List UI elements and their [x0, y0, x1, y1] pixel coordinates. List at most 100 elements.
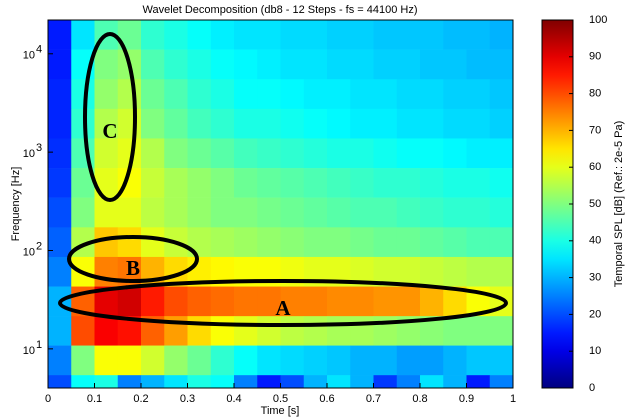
heat-cell — [117, 197, 142, 228]
heat-cell — [350, 20, 374, 50]
heat-cell — [187, 286, 212, 317]
heat-cell — [280, 138, 305, 169]
heat-cell — [141, 20, 165, 50]
colorbar-tick-label: 90 — [589, 51, 601, 63]
heat-cell — [257, 20, 281, 50]
colorbar — [541, 19, 574, 389]
heat-cell — [280, 286, 305, 317]
heat-cell — [257, 316, 281, 346]
heat-cell — [280, 345, 305, 376]
heat-cell — [350, 286, 374, 317]
heat-cell — [280, 79, 305, 110]
heat-cell — [466, 227, 491, 258]
heat-cell — [117, 345, 142, 376]
heat-cell — [420, 197, 444, 228]
heat-cell — [327, 316, 351, 346]
heat-cell — [303, 197, 328, 228]
heat-cell — [280, 20, 305, 50]
heat-cell — [443, 345, 467, 376]
heat-cell — [141, 286, 165, 317]
heat-cell — [327, 168, 351, 198]
heat-cell — [210, 375, 235, 389]
heat-cell — [420, 138, 444, 169]
heat-cell — [234, 286, 258, 317]
heat-cell — [164, 108, 188, 139]
heat-cell — [141, 108, 165, 139]
heat-cell — [94, 197, 119, 228]
heat-cell — [303, 79, 328, 110]
y-tick-label: 10 — [23, 148, 35, 160]
heat-cell — [117, 20, 142, 50]
heat-cell — [71, 20, 95, 50]
heat-cell — [257, 286, 281, 317]
heat-cell — [48, 20, 72, 50]
heat-cell — [141, 227, 165, 258]
heat-cell — [303, 345, 328, 376]
heat-cell — [94, 375, 119, 389]
heat-cell — [48, 49, 72, 80]
heat-cell — [164, 375, 188, 389]
heat-cell — [327, 138, 351, 169]
heat-cell — [234, 345, 258, 376]
heat-cell — [234, 227, 258, 258]
heat-cell — [373, 197, 398, 228]
heat-cell — [396, 375, 421, 389]
heat-cell — [373, 49, 398, 80]
heat-cell — [117, 375, 142, 389]
annotation-ellipse — [83, 32, 137, 202]
heat-cell — [327, 345, 351, 376]
heat-cell — [94, 49, 119, 80]
heat-cell — [466, 108, 491, 139]
heat-cell — [489, 79, 514, 110]
heat-cell — [489, 227, 514, 258]
heat-cell — [164, 79, 188, 110]
heat-cell — [94, 345, 119, 376]
heat-cell — [234, 108, 258, 139]
heat-cell — [187, 168, 212, 198]
heat-cell — [48, 108, 72, 139]
heat-cell — [303, 49, 328, 80]
heat-cell — [257, 375, 281, 389]
heat-cell — [443, 227, 467, 258]
x-tick-label: 0.4 — [226, 393, 241, 405]
heat-cell — [396, 79, 421, 110]
x-tick-label: 0.6 — [319, 393, 334, 405]
annotation-ellipse — [67, 235, 199, 283]
heat-cell — [489, 168, 514, 198]
heat-cell — [303, 20, 328, 50]
heat-cell — [117, 227, 142, 258]
heat-cell — [373, 79, 398, 110]
heat-cell — [94, 138, 119, 169]
heat-cell — [489, 316, 514, 346]
heat-cell — [117, 316, 142, 346]
heat-cell — [94, 256, 119, 287]
heat-cell — [48, 316, 72, 346]
heat-cell — [187, 345, 212, 376]
heat-cell — [164, 49, 188, 80]
heat-cell — [280, 227, 305, 258]
heat-cell — [373, 168, 398, 198]
heat-cell — [234, 79, 258, 110]
heat-cell — [71, 79, 95, 110]
heat-cell — [94, 108, 119, 139]
heat-cell — [443, 20, 467, 50]
heat-cell — [141, 79, 165, 110]
heat-cell — [350, 168, 374, 198]
heat-cell — [187, 79, 212, 110]
y-tick-exponent: 4 — [36, 44, 42, 56]
heat-cell — [94, 316, 119, 346]
heat-cell — [280, 316, 305, 346]
heat-cell — [94, 286, 119, 317]
heat-cell — [396, 49, 421, 80]
x-tick-label: 0.2 — [133, 393, 148, 405]
heat-cell — [327, 79, 351, 110]
heat-cell — [234, 316, 258, 346]
x-tick-label: 0.5 — [273, 393, 288, 405]
heat-cell — [210, 108, 235, 139]
heat-cell — [327, 20, 351, 50]
heat-cell — [257, 197, 281, 228]
heat-cell — [443, 138, 467, 169]
annotation-label: B — [126, 256, 140, 280]
heat-cell — [71, 108, 95, 139]
heat-cell — [327, 49, 351, 80]
